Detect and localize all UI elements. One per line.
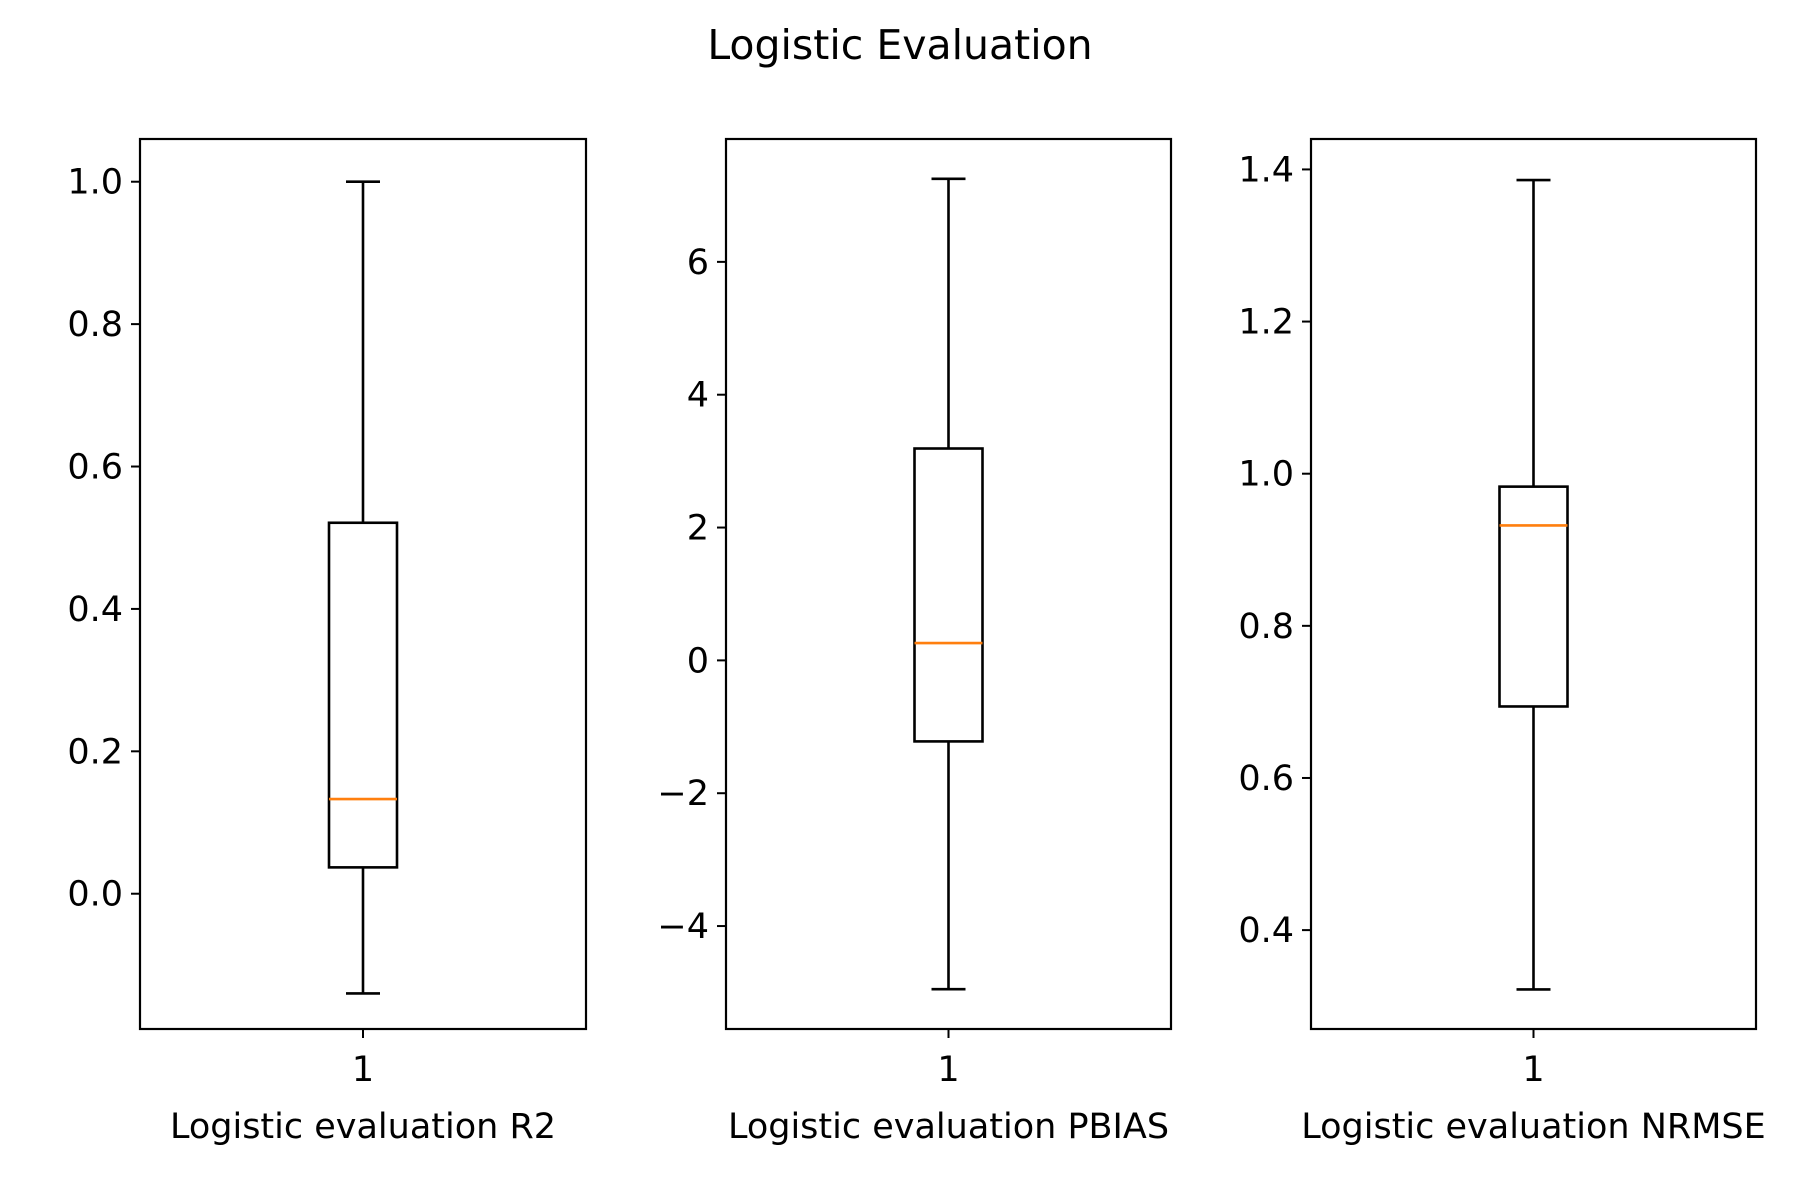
- y-tick-label: 1.0: [1238, 455, 1294, 495]
- x-tick-label: 1: [937, 1050, 959, 1090]
- y-tick-label: 0.8: [1238, 607, 1294, 647]
- y-tick-label: −4: [657, 907, 709, 947]
- y-tick-label: 1.2: [1238, 303, 1294, 343]
- y-tick-label: 1.4: [1238, 150, 1294, 190]
- y-tick-label: 1.0: [67, 163, 123, 203]
- subplot-2: −4 −2 0 2 4 6 1 Logistic evaluation PBIAS: [657, 137, 1173, 1147]
- y-tick-label: 6: [687, 243, 709, 283]
- x-axis-label: Logistic evaluation R2: [170, 1107, 556, 1147]
- y-tick-label: 0.0: [67, 875, 123, 915]
- y-tick-label: 0.6: [67, 448, 123, 488]
- box: [913, 447, 984, 743]
- subplot-1: 0.0 0.2 0.4 0.6 0.8 1.0 1 Logistic evaluation R…: [67, 137, 588, 1147]
- y-tick-label: −2: [657, 774, 709, 814]
- y-tick-label: 0.8: [67, 305, 123, 345]
- x-axis-label: Logistic evaluation PBIAS: [728, 1107, 1169, 1147]
- y-tick-label: 0.4: [1238, 911, 1294, 951]
- y-tick-label: 2: [687, 509, 709, 549]
- x-tick-label: 1: [352, 1050, 374, 1090]
- y-tick-label: 4: [687, 376, 709, 416]
- subplot-3: 0.4 0.6 0.8 1.0 1.2 1.4 1 Logistic evaluation N…: [1238, 137, 1766, 1147]
- y-tick-label: 0: [687, 641, 709, 681]
- box: [327, 521, 399, 869]
- box: [1498, 485, 1569, 708]
- figure-title: Logistic Evaluation: [707, 21, 1092, 69]
- x-tick-label: 1: [1522, 1050, 1544, 1090]
- x-axis-label: Logistic evaluation NRMSE: [1301, 1107, 1766, 1147]
- chart-panels: 0.0 0.2 0.4 0.6 0.8 1.0 1 Logistic evaluation R…: [67, 137, 1766, 1147]
- y-tick-label: 0.2: [67, 732, 123, 772]
- y-tick-label: 0.6: [1238, 759, 1294, 799]
- y-tick-label: 0.4: [67, 590, 123, 630]
